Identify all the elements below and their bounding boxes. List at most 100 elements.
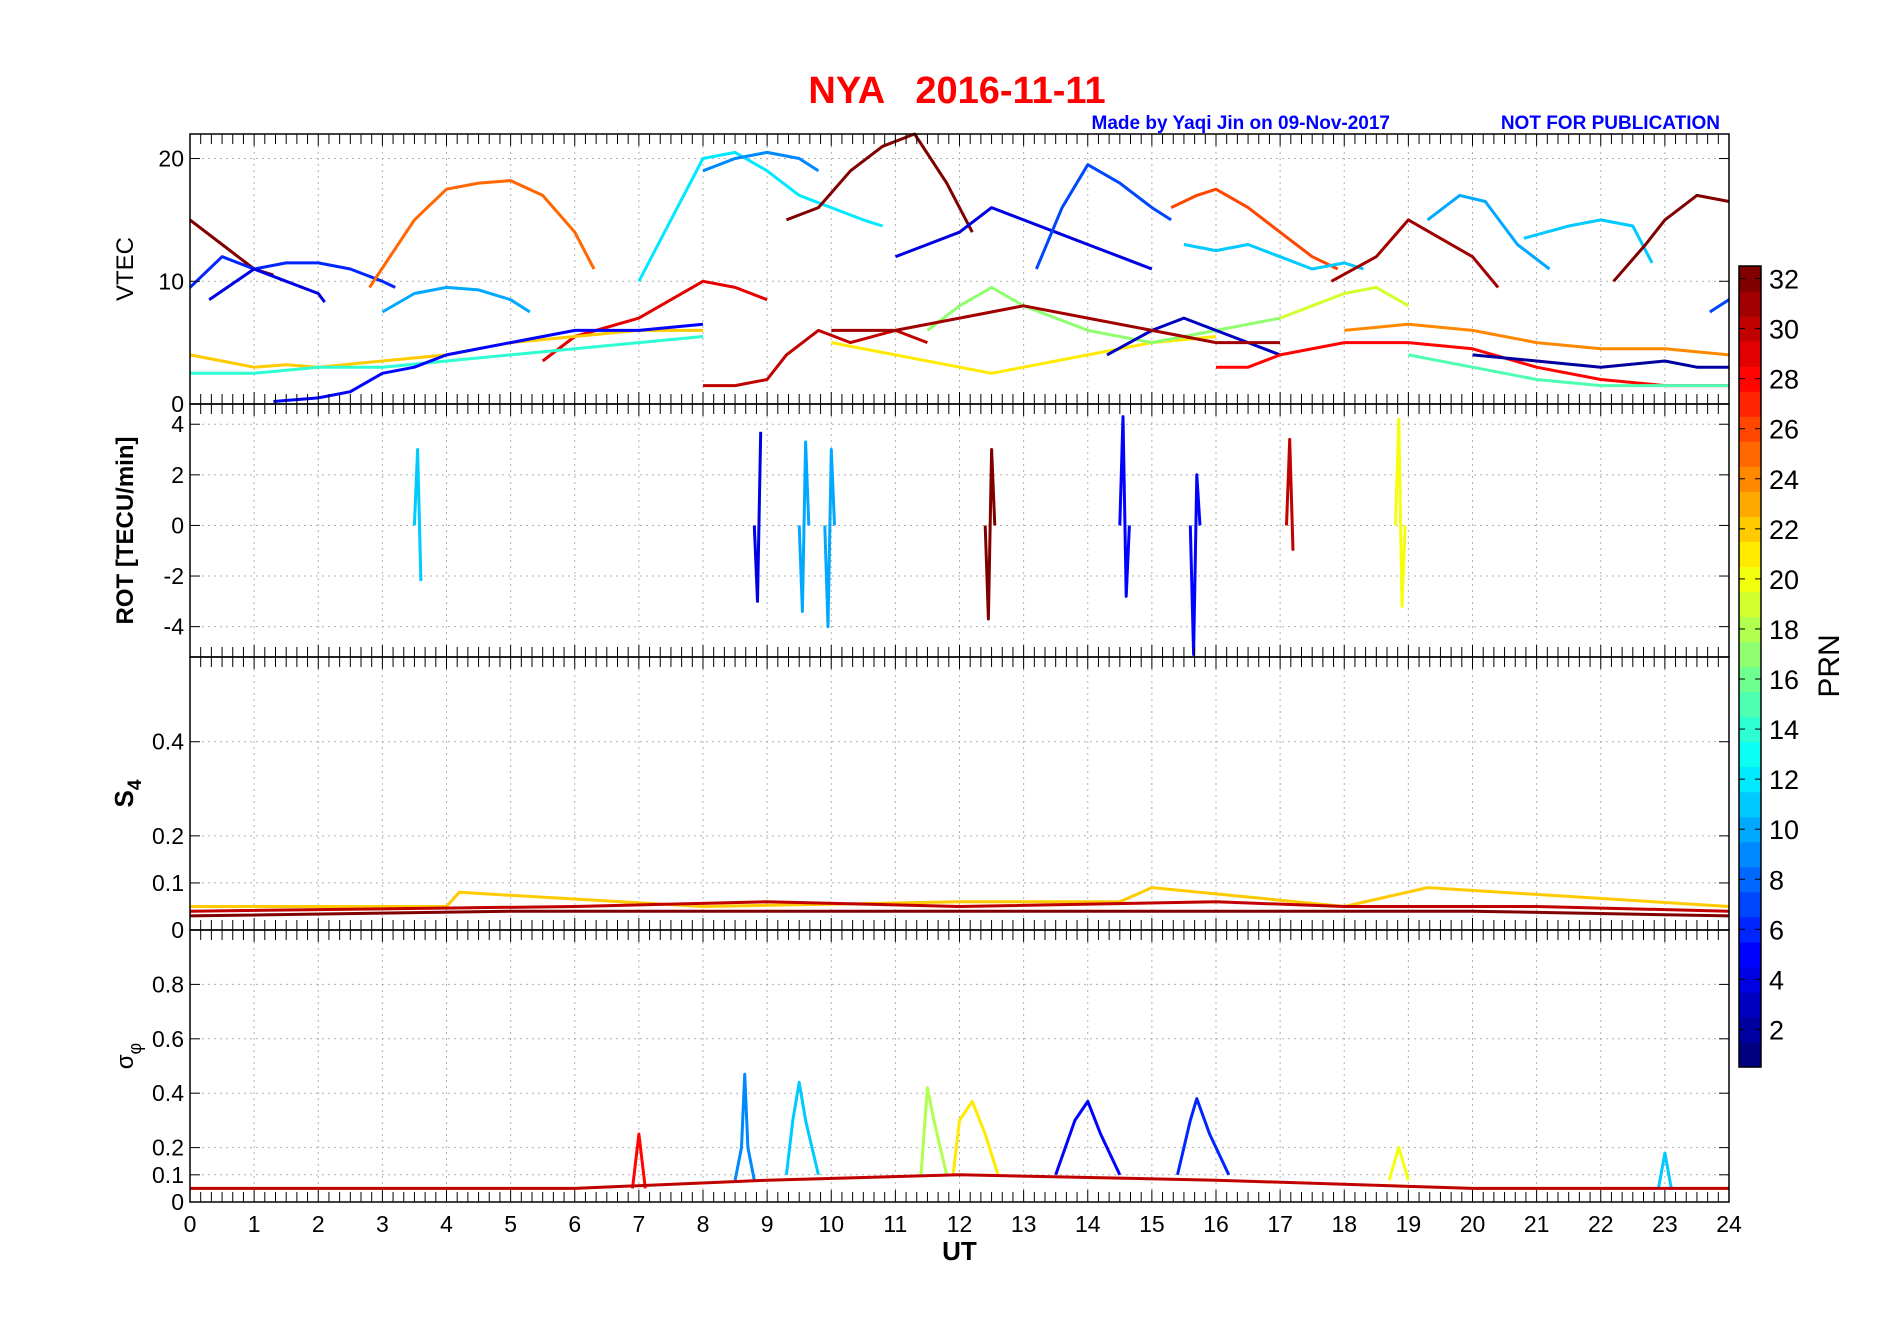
x-tick-label: 8 <box>697 1211 710 1237</box>
y-tick-label: 0.4 <box>152 729 184 755</box>
series-line-prn-30 <box>190 1173 1729 1190</box>
series-line-prn-31 <box>831 304 1281 345</box>
colorbar-segment <box>1739 516 1761 542</box>
colorbar-tick-label: 22 <box>1769 515 1799 545</box>
y-tick-label: 0.4 <box>152 1080 184 1106</box>
series-line-prn-20 <box>1387 1146 1410 1181</box>
series-line-prn-30 <box>1285 437 1295 551</box>
series-line-prn-3 <box>1106 316 1281 357</box>
colorbar-tick-label: 6 <box>1769 915 1784 945</box>
colorbar-segment <box>1739 366 1761 392</box>
colorbar-segment <box>1739 566 1761 593</box>
series-line-prn-30 <box>189 900 1730 913</box>
colorbar-segment <box>1739 416 1761 442</box>
series-line-prn-22 <box>190 886 1730 908</box>
x-tick-label: 7 <box>632 1211 645 1237</box>
colorbar-segment <box>1739 966 1761 993</box>
colorbar-segment <box>1739 341 1761 367</box>
colorbar-segment <box>1739 391 1761 417</box>
y-axis-label: S4 <box>109 779 146 807</box>
colorbar-segment <box>1739 691 1761 718</box>
colorbar-segment <box>1739 891 1761 918</box>
x-tick-label: 17 <box>1267 1211 1293 1237</box>
panel-vtec: 0 10 20 VTEC <box>112 132 1730 417</box>
x-tick-label: 2 <box>312 1211 325 1237</box>
series-line-prn-4 <box>752 431 763 603</box>
colorbar-tick-label: 30 <box>1769 315 1799 345</box>
series-line-prn-25 <box>368 179 596 289</box>
series-line-prn-21 <box>951 1099 1000 1176</box>
x-tick-label: 19 <box>1396 1211 1422 1237</box>
y-tick-label: 4 <box>171 411 184 437</box>
series-line-prn-22 <box>189 328 703 369</box>
x-tick-label: 4 <box>440 1211 453 1237</box>
y-tick-label: 0.2 <box>152 823 184 849</box>
series-line-prn-6 <box>1176 1097 1231 1176</box>
x-tick-label: 11 <box>883 1211 907 1237</box>
y-tick-label: 20 <box>158 146 184 172</box>
series-line-prn-11 <box>784 1080 820 1176</box>
y-tick-label: 0.6 <box>152 1026 184 1052</box>
x-tick-label: 22 <box>1588 1211 1614 1237</box>
y-tick-label: -2 <box>164 563 184 589</box>
colorbar-segment <box>1739 841 1761 868</box>
series-line-prn-31 <box>1330 218 1500 289</box>
series-line-prn-24 <box>1344 322 1730 357</box>
colorbar-segment <box>1739 1016 1761 1043</box>
series-line-prn-11 <box>1183 243 1364 271</box>
colorbar-segment <box>1739 266 1761 292</box>
series-line-prn-14 <box>190 335 704 375</box>
figure-credit: Made by Yaqi Jin on 09-Nov-2017 <box>1092 113 1390 134</box>
series-line-prn-5 <box>1054 1099 1122 1176</box>
series-line-prn-26 <box>1170 187 1339 271</box>
y-tick-label: 2 <box>171 462 184 488</box>
series-line-prn-30 <box>703 328 928 388</box>
series-line-prn-28 <box>631 1132 647 1189</box>
series-line-prn-7 <box>1035 163 1172 270</box>
series-line-prn-2 <box>1472 353 1729 369</box>
colorbar-segment <box>1739 766 1761 793</box>
y-tick-label: 0 <box>171 1189 184 1215</box>
colorbar-segment <box>1739 716 1761 743</box>
colorbar-fill <box>1739 266 1761 1068</box>
series-line-prn-32 <box>785 132 974 233</box>
panel-frame <box>189 929 1730 1203</box>
colorbar-segment <box>1739 816 1761 843</box>
series-line-prn-4 <box>894 206 1153 271</box>
colorbar-label: PRN <box>1813 634 1846 697</box>
x-tick-label: 3 <box>376 1211 389 1237</box>
colorbar-tick-label: 26 <box>1769 415 1799 445</box>
series-line-prn-29 <box>541 279 768 363</box>
series-line-prn-10 <box>1426 193 1551 271</box>
colorbar-frame <box>1738 265 1762 1068</box>
x-tick-label: 12 <box>947 1211 973 1237</box>
y-tick-label: 0.8 <box>152 971 184 997</box>
colorbar-segment <box>1739 491 1761 517</box>
series-line-prn-28 <box>1216 341 1729 388</box>
x-tick-label: 10 <box>818 1211 844 1237</box>
series-line-prn-17 <box>926 285 1281 345</box>
colorbar-tick-label: 32 <box>1769 265 1799 295</box>
colorbar-tick-label: 12 <box>1769 765 1799 795</box>
y-tick-label: 0 <box>171 917 184 943</box>
x-tick-label: 24 <box>1716 1211 1742 1237</box>
x-tick-label: 13 <box>1011 1211 1037 1237</box>
colorbar-segment <box>1739 941 1761 968</box>
x-tick-label: 6 <box>568 1211 581 1237</box>
series-line-prn-15 <box>1408 353 1729 388</box>
colorbar-tick-label: 16 <box>1769 665 1799 695</box>
panel-s4: 0 0.1 0.2 0.4S4 <box>109 656 1730 943</box>
series-line-prn-4 <box>208 267 326 303</box>
series-line-prn-19 <box>1279 285 1410 320</box>
y-tick-label: 0.1 <box>152 1162 184 1188</box>
colorbar-segment <box>1739 316 1761 342</box>
series-line-prn-9 <box>702 150 820 173</box>
y-tick-label: 0 <box>171 391 184 417</box>
series-line-prn-10 <box>381 285 531 314</box>
colorbar-segment <box>1739 541 1761 567</box>
series-line-prn-11 <box>412 448 423 582</box>
colorbar-segment <box>1739 641 1761 668</box>
